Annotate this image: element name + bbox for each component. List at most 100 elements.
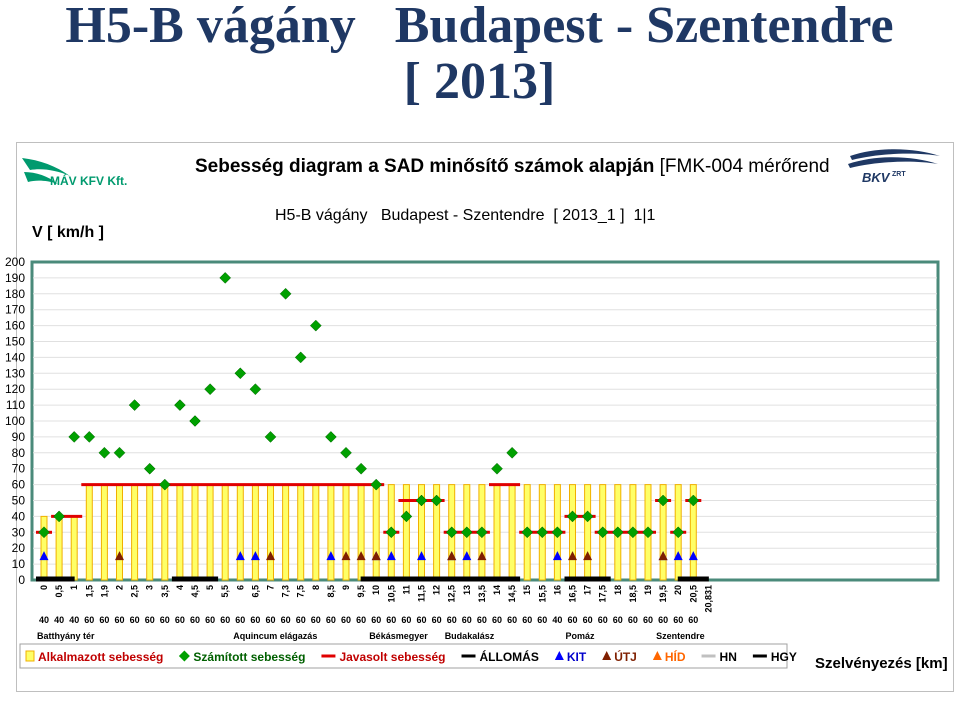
x-tick-label: 19 <box>643 585 653 595</box>
permitted-speed-value: 60 <box>537 615 547 625</box>
kit-marker <box>326 551 336 561</box>
bkv-logo-text: BKV <box>862 170 891 185</box>
station-label: Békásmegyer <box>369 631 428 641</box>
calculated-speed-point <box>596 526 609 539</box>
permitted-speed-value: 60 <box>507 615 517 625</box>
x-tick-label: 18 <box>613 585 623 595</box>
permitted-speed-value: 60 <box>401 615 411 625</box>
permitted-speed-value: 60 <box>145 615 155 625</box>
x-tick-label: 7,3 <box>281 585 291 598</box>
x-tick-label: 20,831 <box>703 585 713 613</box>
calculated-speed-point <box>68 431 81 443</box>
x-tick-label: 0 <box>39 585 49 590</box>
bar <box>342 484 350 581</box>
bar <box>327 484 335 581</box>
calculated-speed-point <box>189 415 201 427</box>
permitted-speed-value: 60 <box>356 615 366 625</box>
y-tick-label: 30 <box>12 525 26 539</box>
permitted-speed-value: 40 <box>39 615 49 625</box>
x-tick-label: 4 <box>175 585 185 590</box>
legend-label: Számított sebesség <box>193 650 305 664</box>
permitted-speed-value: 60 <box>432 615 442 625</box>
calculated-speed-point <box>158 478 171 491</box>
permitted-speed-value: 60 <box>190 615 200 625</box>
legend-label: HGY <box>771 650 797 664</box>
y-tick-label: 50 <box>12 494 26 508</box>
chart-header: Sebesség diagram a SAD minősítő számok a… <box>195 156 830 177</box>
bar <box>116 484 123 581</box>
y-tick-label: 180 <box>5 287 25 301</box>
legend-swatch-applied <box>25 650 35 662</box>
bar <box>312 484 320 581</box>
x-tick-label: 15 <box>522 585 532 595</box>
permitted-speed-value: 60 <box>265 615 275 625</box>
x-tick-label: 17 <box>583 585 593 595</box>
legend: Alkalmazott sebesség Számított sebesség Ja… <box>25 649 797 664</box>
y-tick-label: 100 <box>5 414 25 428</box>
x-tick-label: 8,5 <box>326 585 336 598</box>
utj-marker <box>371 551 381 561</box>
bar <box>85 484 93 581</box>
permitted-speed-value: 60 <box>175 615 185 625</box>
x-tick-label: 14 <box>492 585 502 595</box>
bar <box>584 484 592 581</box>
y-tick-label: 70 <box>12 462 26 476</box>
y-tick-label: 190 <box>5 271 25 285</box>
calculated-speed-point <box>370 478 383 491</box>
utj-marker <box>583 551 593 561</box>
calculated-speed-point <box>566 510 579 523</box>
legend-swatch-triangle <box>554 651 564 660</box>
x-tick-label: 16,5 <box>568 585 578 603</box>
kit-marker <box>552 551 562 561</box>
y-tick-label: 80 <box>12 446 26 460</box>
x-tick-label: 0,5 <box>54 585 64 598</box>
x-tick-label: 8 <box>311 585 321 590</box>
permitted-speed-value: 60 <box>613 615 623 625</box>
permitted-speed-value: 60 <box>447 615 457 625</box>
calculated-speed-point <box>264 431 277 443</box>
permitted-speed-value: 60 <box>492 615 502 625</box>
legend-label: Javasolt sebesség <box>339 650 445 664</box>
bar <box>297 484 305 581</box>
bar <box>402 484 410 581</box>
y-tick-label: 10 <box>12 557 26 571</box>
x-tick-labels: 0 0,5 1 1,5 1,9 2 2,5 3 3,5 4 4,5 5 5,5 6 6,5 7 7,3 7,5 8 8… <box>39 585 713 613</box>
station-label: Aquincum elágazás <box>233 631 317 641</box>
y-tick-label: 40 <box>12 509 26 523</box>
permitted-speed-value: 60 <box>311 615 321 625</box>
x-tick-label: 11,5 <box>417 585 427 602</box>
station-label: Budakalász <box>445 631 495 641</box>
kit-marker <box>673 551 683 561</box>
calculated-speed-point <box>460 526 473 539</box>
station-label: Batthyány tér <box>37 631 95 641</box>
x-axis-label: Szelvényezés [km] <box>815 655 948 672</box>
station-label: Szentendre <box>656 631 705 641</box>
x-tick-label: 5,5 <box>220 585 230 598</box>
utj-marker <box>356 551 366 561</box>
bkv-logo-badge: ZRT <box>892 171 906 178</box>
x-tick-label: 7,5 <box>296 585 306 598</box>
bar <box>372 484 380 581</box>
y-tick-label: 90 <box>12 430 26 444</box>
bar <box>508 484 516 581</box>
y-tick-label: 170 <box>5 303 25 317</box>
chart-header-main: Sebesség diagram a SAD minősítő számok a… <box>195 156 654 177</box>
y-tick-label: 150 <box>5 335 25 349</box>
bar <box>221 484 229 581</box>
diamond-markers-calculated-speed <box>38 272 700 539</box>
bar <box>251 484 259 581</box>
calculated-speed-point <box>536 526 549 539</box>
bar <box>70 515 78 581</box>
legend-label: Alkalmazott sebesség <box>38 650 163 664</box>
x-tick-label: 11 <box>401 585 411 595</box>
y-tick-label: 200 <box>5 255 25 269</box>
calculated-speed-point <box>204 383 216 396</box>
calculated-speed-point <box>672 526 685 539</box>
mav-logo-text: MÁV KFV Kft. <box>50 173 127 188</box>
calculated-speed-point <box>445 526 458 539</box>
x-tick-label: 6,5 <box>250 585 260 598</box>
page-title-line2: [ 2013] <box>403 53 556 110</box>
calculated-speed-point <box>38 526 50 539</box>
x-tick-label: 17,5 <box>598 585 608 603</box>
